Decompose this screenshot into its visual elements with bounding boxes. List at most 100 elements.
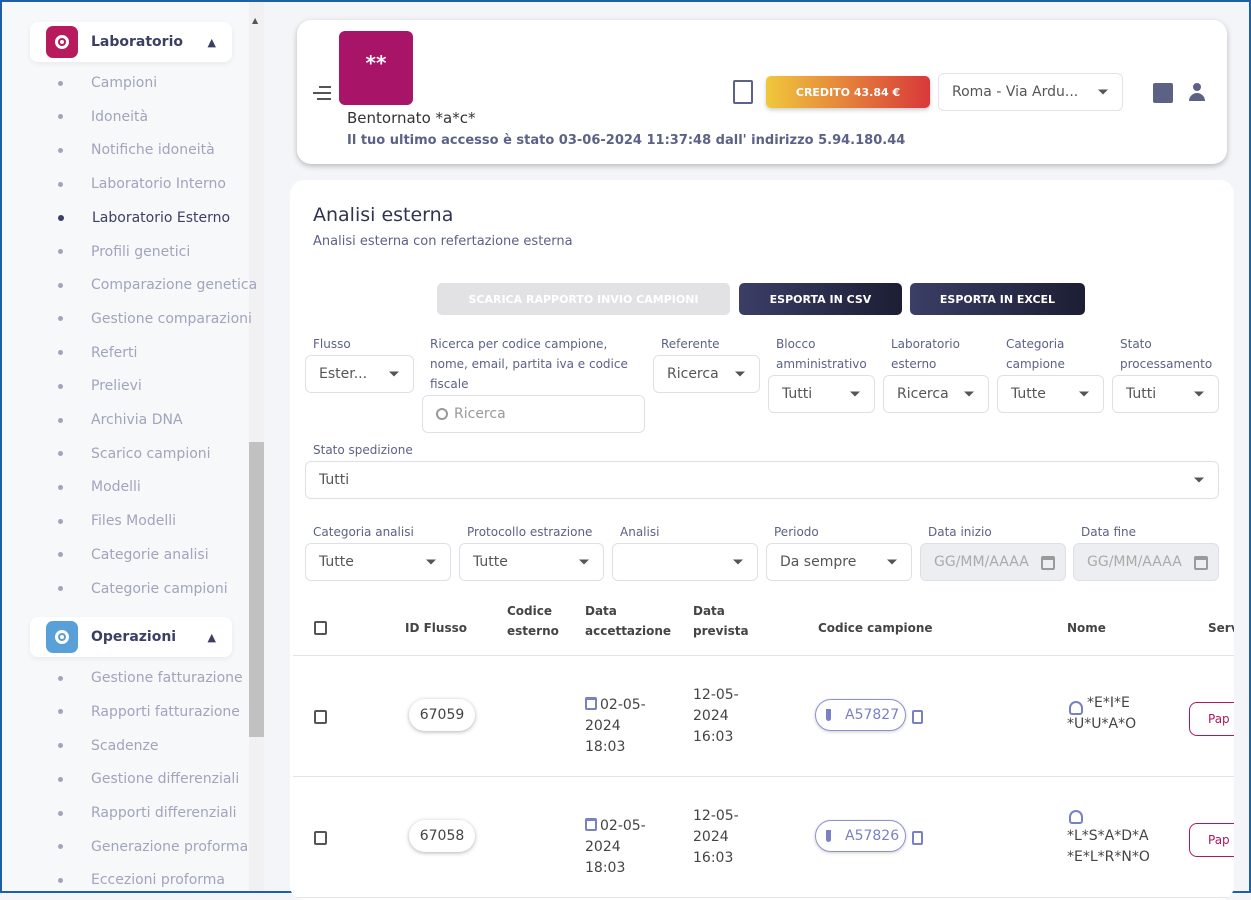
chevron-up-icon[interactable]: ▲ — [207, 35, 216, 49]
bullet-icon — [58, 350, 63, 356]
periodo-select[interactable]: Da sempre — [766, 543, 912, 581]
sidebar-item[interactable]: Generazione proforma — [58, 837, 248, 857]
sede-select[interactable]: Roma - Via Ardu... — [938, 73, 1123, 111]
bullet-icon — [58, 675, 63, 681]
data-prevista: 12-05-2024 16:03 — [693, 808, 739, 866]
person-search-icon[interactable] — [1069, 701, 1083, 715]
welcome-text: Bentornato *a*c* — [347, 109, 476, 127]
select-all-checkbox[interactable] — [314, 621, 327, 635]
sidebar-scrollbar[interactable]: ▲ — [249, 2, 264, 891]
sidebar-item[interactable]: Modelli — [58, 477, 141, 497]
sidebar-item[interactable]: Categorie analisi — [58, 545, 209, 565]
sidebar-item[interactable]: Gestione differenziali — [58, 769, 239, 789]
test-tube-icon — [826, 709, 831, 721]
codice-campione-chip[interactable]: A57826 — [815, 820, 906, 852]
sidebar-item-label: Laboratorio Esterno — [92, 209, 231, 226]
scrollbar-thumb[interactable] — [249, 442, 264, 737]
sidebar-item[interactable]: Rapporti fatturazione — [58, 702, 240, 722]
sidebar-item[interactable]: Scarico campioni — [58, 444, 211, 464]
user-icon[interactable] — [1188, 83, 1206, 101]
stato-spedizione-select[interactable]: Tutti — [305, 461, 1219, 499]
data-inizio-input[interactable]: GG/MM/AAAA — [920, 543, 1066, 581]
sidebar-item[interactable]: Comparazione genetica — [58, 275, 257, 295]
chevron-up-icon[interactable]: ▲ — [207, 630, 216, 644]
sidebar-item[interactable]: Categorie campioni — [58, 579, 228, 599]
sidebar-item-label: Gestione differenziali — [91, 771, 240, 788]
laboratorio-label: Laboratorio esterno — [891, 337, 960, 371]
id-flusso-chip[interactable]: 67059 — [409, 699, 475, 731]
download-report-button[interactable]: SCARICA RAPPORTO INVIO CAMPIONI — [437, 283, 730, 315]
laboratorio-select[interactable]: Ricerca — [883, 375, 989, 413]
sidebar-item[interactable]: Prelievi — [58, 376, 142, 396]
ricerca-input[interactable]: Ricerca — [422, 395, 645, 433]
data-fine-input[interactable]: GG/MM/AAAA — [1073, 543, 1219, 581]
blocco-select[interactable]: Tutti — [768, 375, 875, 413]
sidebar-item[interactable]: Gestione comparazioni — [58, 309, 252, 329]
sidebar-item[interactable]: Notifiche idoneità — [58, 140, 215, 160]
row-checkbox[interactable] — [314, 831, 327, 845]
menu-icon[interactable] — [313, 86, 331, 104]
sidebar-item-label: Campioni — [91, 75, 158, 91]
calendar-icon[interactable] — [1194, 556, 1208, 570]
sidebar-item[interactable]: Files Modelli — [58, 511, 176, 531]
sidebar-item[interactable]: Gestione fatturazione — [58, 668, 243, 688]
col-codice-esterno[interactable]: Codice esterno — [507, 604, 559, 638]
sidebar-item[interactable]: Archivia DNA — [58, 410, 183, 430]
export-csv-button[interactable]: ESPORTA IN CSV — [739, 283, 902, 315]
categoria-analisi-select[interactable]: Tutte — [305, 543, 451, 581]
calendar-icon[interactable] — [1041, 556, 1055, 570]
sidebar-item-label: Modelli — [91, 479, 141, 496]
categoria-campione-value: Tutte — [1011, 386, 1046, 402]
credit-button[interactable]: CREDITO 43.84 € — [766, 76, 930, 108]
copy-icon[interactable] — [912, 831, 923, 845]
sidebar-item[interactable]: Eccezioni proforma — [58, 870, 225, 890]
sidebar-item[interactable]: Campioni — [58, 73, 157, 93]
sidebar-item[interactable]: Laboratorio Interno — [58, 174, 226, 194]
export-excel-button[interactable]: ESPORTA IN EXCEL — [910, 283, 1085, 315]
col-id-flusso[interactable]: ID Flusso — [405, 621, 467, 635]
blocco-value: Tutti — [782, 386, 813, 402]
sidebar-item[interactable]: Referti — [58, 343, 137, 363]
scroll-up-icon[interactable]: ▲ — [252, 16, 259, 25]
bullet-icon — [58, 586, 63, 591]
bullet-icon — [58, 249, 63, 254]
col-codice-campione[interactable]: Codice campione — [818, 621, 933, 635]
table-row: 67058 02-05-2024 18:03 12-05-2024 16:03 A57… — [293, 777, 1234, 898]
sidebar-item[interactable]: Rapporti differenziali — [58, 803, 237, 823]
avatar[interactable]: ** — [339, 31, 413, 105]
col-nome[interactable]: Nome — [1067, 621, 1106, 635]
col-servizio[interactable]: Serv — [1208, 621, 1234, 635]
bullet-icon — [58, 417, 63, 423]
analisi-select[interactable] — [612, 543, 758, 581]
referente-select[interactable]: Ricerca — [653, 355, 760, 393]
sidebar-group-laboratorio[interactable]: Laboratorio ▲ — [30, 22, 232, 62]
sidebar-item-label: Categorie campioni — [91, 580, 228, 597]
col-data-accettazione[interactable]: Data accettazione — [585, 604, 672, 638]
bullet-icon — [58, 810, 63, 816]
protocollo-select[interactable]: Tutte — [459, 543, 604, 581]
divider — [293, 655, 1234, 656]
person-search-icon[interactable] — [1069, 810, 1083, 824]
servizio-chip[interactable]: Pap — [1189, 702, 1234, 736]
fax-off-icon[interactable] — [1153, 83, 1173, 103]
chevron-down-icon — [426, 559, 436, 565]
codice-campione-chip[interactable]: A57827 — [815, 699, 906, 731]
col-data-prevista[interactable]: Data prevista — [693, 604, 749, 638]
stato-processamento-select[interactable]: Tutti — [1112, 375, 1219, 413]
sidebar-group-operazioni[interactable]: Operazioni ▲ — [30, 617, 232, 658]
sidebar-item[interactable]: Laboratorio Esterno — [58, 208, 230, 228]
document-icon[interactable] — [733, 80, 753, 104]
copy-icon[interactable] — [912, 710, 923, 724]
sidebar-item[interactable]: Idoneità — [58, 107, 148, 127]
sidebar-item-label: Notifiche idoneità — [91, 142, 215, 159]
sidebar-item[interactable]: Profili genetici — [58, 242, 190, 262]
sidebar-item-label: Gestione comparazioni — [91, 310, 252, 327]
id-flusso-chip[interactable]: 67058 — [409, 820, 475, 852]
row-checkbox[interactable] — [314, 710, 327, 724]
sidebar-item[interactable]: Scadenze — [58, 736, 159, 756]
flusso-select[interactable]: Ester... — [305, 355, 414, 393]
servizio-chip[interactable]: Pap — [1189, 823, 1234, 857]
categoria-campione-select[interactable]: Tutte — [997, 375, 1104, 413]
data-prevista: 12-05-2024 16:03 — [693, 687, 739, 745]
sidebar-item-label: Comparazione genetica — [91, 277, 258, 294]
